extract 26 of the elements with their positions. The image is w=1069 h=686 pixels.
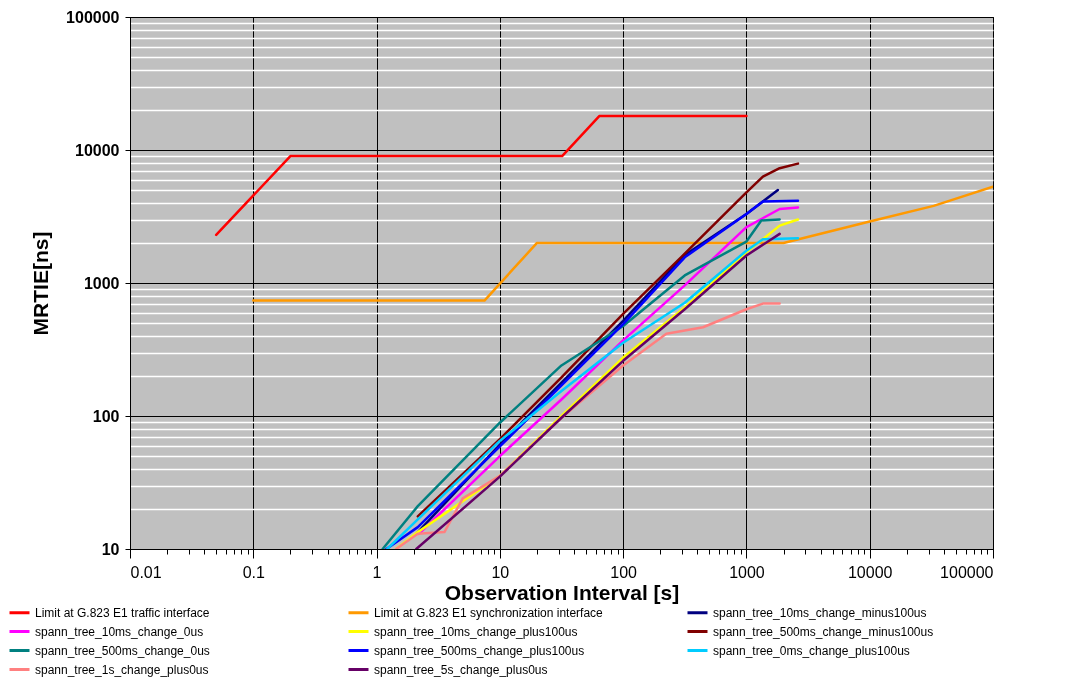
y-tick-label: 100 <box>92 407 120 425</box>
x-tick-label: 100 <box>610 563 638 581</box>
legend-label: Limit at G.823 E1 traffic interface <box>35 605 210 620</box>
legend-label: spann_tree_0ms_change_plus100us <box>713 643 910 658</box>
x-tick-label: 1 <box>372 563 382 581</box>
x-axis-title: Observation Interval [s] <box>444 580 680 604</box>
legend-label: spann_tree_5s_change_plus0us <box>374 662 548 677</box>
legend-label: Limit at G.823 E1 synchronization interface <box>374 605 604 620</box>
y-tick-label: 10 <box>101 540 120 558</box>
legend-label: spann_tree_500ms_change_0us <box>35 643 210 658</box>
x-tick-label: 10 <box>491 563 510 581</box>
legend-label: spann_tree_10ms_change_minus100us <box>713 605 927 620</box>
y-axis-title: MRTIE[ns] <box>29 231 53 336</box>
y-tick-label: 10000 <box>75 141 120 159</box>
legend-label: spann_tree_10ms_change_0us <box>35 624 204 639</box>
x-tick-label: 100000 <box>940 563 994 581</box>
legend-label: spann_tree_500ms_change_minus100us <box>713 624 934 639</box>
y-tick-label: 100000 <box>66 8 120 26</box>
x-tick-label: 0.01 <box>130 563 162 581</box>
x-tick-label: 0.1 <box>242 563 265 581</box>
x-tick-label: 10000 <box>847 563 893 581</box>
legend-label: spann_tree_500ms_change_plus100us <box>374 643 585 658</box>
legend-label: spann_tree_10ms_change_plus100us <box>374 624 578 639</box>
x-tick-label: 1000 <box>729 563 765 581</box>
legend-label: spann_tree_1s_change_plus0us <box>35 662 209 677</box>
y-tick-label: 1000 <box>83 274 120 292</box>
